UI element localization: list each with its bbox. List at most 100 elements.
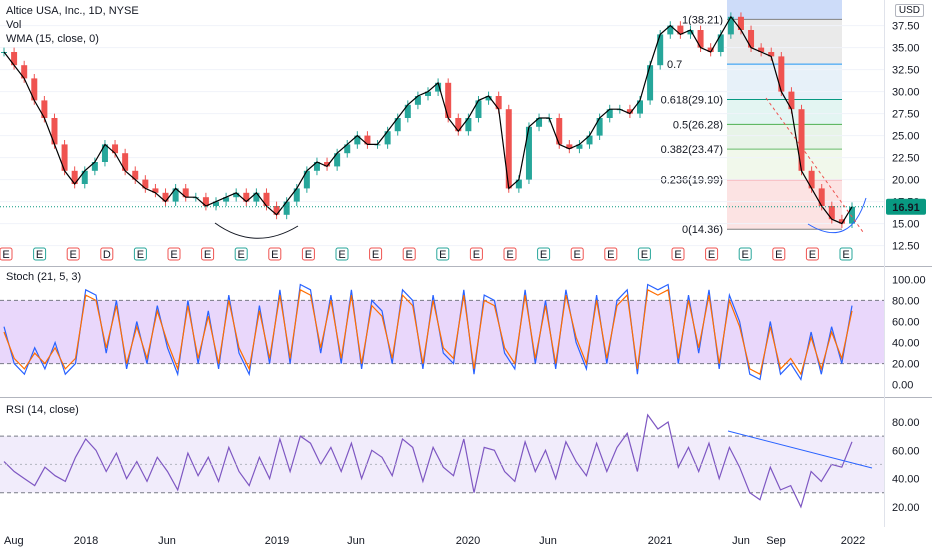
candle-body (142, 179, 149, 189)
vol-label: Vol (6, 19, 22, 31)
earnings-marker-label: E (372, 249, 379, 261)
candle-body (788, 91, 795, 110)
stoch-tick-label: 0.00 (892, 380, 913, 392)
earnings-marker (469, 247, 483, 261)
earnings-marker-label: E (2, 249, 9, 261)
price-tick-label: 25.00 (892, 131, 920, 143)
x-tick-label: Jun (732, 535, 750, 547)
currency-badge[interactable]: USD (894, 4, 924, 17)
candle-body (838, 219, 845, 224)
stoch-tick-label: 80.00 (892, 295, 920, 307)
earnings-marker (738, 247, 752, 261)
earnings-marker (201, 247, 215, 261)
earnings-marker-label: E (708, 249, 715, 261)
x-tick-label: Aug (4, 535, 24, 547)
earnings-marker-label: E (137, 249, 144, 261)
earnings-marker (33, 247, 47, 261)
candle-body (495, 96, 502, 110)
wma-label: WMA (15, close, 0) (6, 33, 99, 45)
candle-body (505, 109, 512, 189)
candle-body (778, 56, 785, 92)
candle-body (101, 144, 108, 162)
candle-body (717, 34, 724, 52)
candle-body (435, 82, 442, 92)
earnings-marker-label: E (809, 249, 816, 261)
candle-body (758, 47, 765, 52)
wma-line (3, 15, 853, 225)
candle-body (51, 118, 58, 145)
candle-body (677, 25, 684, 35)
rsi-title: RSI (14, close) (6, 404, 79, 416)
stoch-series-line (3, 288, 853, 376)
rsi-trend-line (727, 430, 873, 469)
candle-body (354, 135, 361, 145)
x-tick-label: 2021 (648, 535, 672, 547)
earnings-marker-label: E (238, 249, 245, 261)
rsi-tick-label: 60.00 (892, 445, 920, 457)
candle-body (172, 188, 179, 202)
candle-body (182, 188, 189, 198)
candle-body (223, 197, 230, 202)
candle-body (202, 197, 209, 206)
stoch-title: Stoch (21, 5, 3) (6, 271, 82, 283)
candle-body (243, 192, 250, 202)
candle-body (808, 170, 815, 189)
symbol-title: Altice USA, Inc., 1D, NYSE (6, 5, 139, 17)
candle-body (394, 118, 401, 132)
fib-level-label: 0.7 (667, 59, 682, 71)
fib-level-label: 0.5(26.28) (673, 119, 723, 131)
candle-body (31, 78, 38, 101)
candle-body (849, 206, 855, 224)
earnings-marker-label: E (742, 249, 749, 261)
candle-body (41, 100, 48, 118)
earnings-marker (839, 247, 853, 261)
candle-body (455, 118, 462, 132)
earnings-marker (705, 247, 719, 261)
earnings-marker (402, 247, 416, 261)
earnings-marker (335, 247, 349, 261)
x-tick-label: Sep (766, 535, 786, 547)
candle-body (596, 118, 603, 136)
fib-zone (727, 19, 842, 65)
candle-body (384, 131, 391, 145)
price-tick-label: 37.50 (892, 21, 920, 33)
price-tick-label: 12.50 (892, 241, 920, 253)
earnings-marker-label: E (271, 249, 278, 261)
x-tick-label: 2020 (456, 535, 480, 547)
earnings-marker (167, 247, 181, 261)
candle-body (303, 170, 310, 189)
candle-body (334, 153, 341, 167)
candle-body (465, 118, 472, 132)
earnings-marker-label: E (36, 249, 43, 261)
earnings-marker (436, 247, 450, 261)
rsi-legend: RSI (14, close) (6, 403, 79, 417)
drawing-arc (214, 222, 299, 239)
stoch-tick-label: 60.00 (892, 316, 920, 328)
earnings-marker-label: E (674, 249, 681, 261)
earnings-marker (0, 247, 13, 261)
candle-body (768, 52, 775, 57)
fib-extension-zone (727, 0, 842, 20)
candle-body (828, 206, 835, 220)
earnings-marker-label: E (641, 249, 648, 261)
candle-body (647, 65, 654, 101)
candle-body (727, 16, 734, 35)
price-legend: Altice USA, Inc., 1D, NYSE Vol WMA (15, … (6, 4, 139, 46)
stoch-tick-label: 20.00 (892, 359, 920, 371)
rsi-series-line (3, 413, 853, 509)
candle-body (122, 153, 129, 171)
earnings-marker-label: E (338, 249, 345, 261)
fib-level-label: 0.236(19.99) (661, 175, 723, 187)
candle-body (344, 144, 351, 154)
earnings-marker (503, 247, 517, 261)
fib-level-label: 1(38.21) (682, 14, 723, 26)
candle-body (485, 96, 492, 101)
candle-body (213, 201, 219, 206)
x-tick-label: Jun (347, 535, 365, 547)
fib-zone (727, 149, 842, 180)
candle-body (697, 30, 704, 48)
earnings-marker-label: E (607, 249, 614, 261)
earnings-marker (537, 247, 551, 261)
candle-body (576, 144, 583, 149)
